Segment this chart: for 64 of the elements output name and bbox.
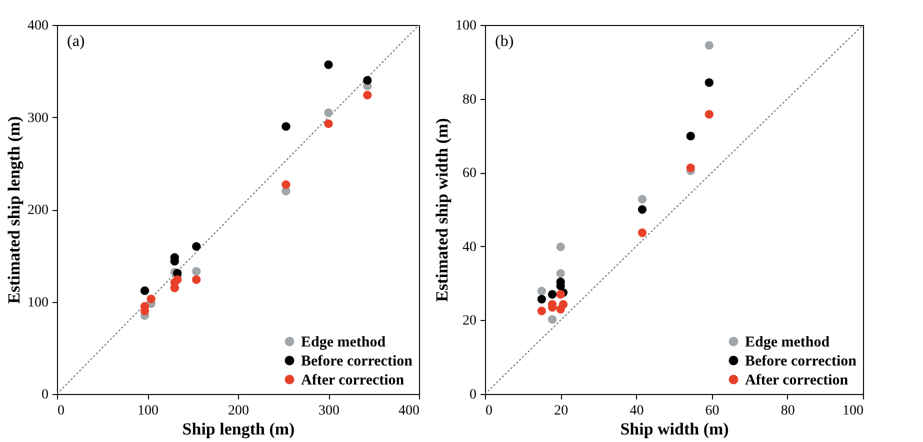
y-tick-label: 100 (28, 295, 48, 310)
point (146, 294, 156, 304)
point (324, 119, 333, 128)
x-tick-label: 80 (780, 404, 795, 418)
annotation: (a) (67, 33, 85, 50)
y-axis-title: Estimated ship width (m) (432, 118, 452, 302)
point (704, 78, 714, 87)
x-axis-title: Ship length (m) (182, 420, 295, 438)
point (192, 266, 201, 276)
x-tick-label: 40 (630, 404, 644, 418)
annotation: (b) (495, 33, 514, 50)
point (363, 76, 372, 85)
point (686, 132, 695, 140)
point (282, 180, 290, 189)
point (686, 163, 695, 172)
point (537, 306, 546, 316)
x-tick-label: 0 (58, 404, 64, 418)
y-tick-label: 300 (28, 110, 48, 126)
y-axis-title: Estimated ship length (m) (4, 116, 24, 304)
legend-label: Edge method (745, 334, 830, 350)
x-tick-label: 0 (486, 404, 492, 418)
x-tick-label: 20 (554, 404, 568, 418)
y-tick-label: 40 (462, 240, 476, 255)
point (556, 242, 565, 252)
y-tick-label: 100 (456, 18, 476, 34)
point (537, 286, 546, 296)
point (324, 108, 333, 117)
y-tick-label: 0 (42, 388, 48, 402)
point (704, 40, 714, 50)
legend-label: Before correction (745, 354, 858, 370)
point (556, 290, 565, 299)
y-tick-label: 80 (462, 92, 476, 108)
point (548, 315, 557, 324)
y-tick-label: 400 (28, 18, 48, 34)
legend-label: After correction (301, 372, 405, 388)
point (363, 90, 372, 100)
point (192, 242, 201, 251)
point (548, 290, 557, 299)
point (537, 294, 546, 304)
point (556, 269, 565, 278)
x-axis-title: Ship width (m) (620, 420, 729, 438)
x-tick-label: 300 (318, 404, 340, 418)
y-tick-label: 20 (462, 314, 476, 329)
x-tick-label: 100 (842, 404, 864, 418)
y-tick-label: 200 (28, 203, 48, 218)
y-tick-label: 0 (470, 388, 476, 402)
point (282, 122, 290, 131)
legend-label: After correction (745, 372, 849, 388)
x-tick-label: 60 (705, 404, 720, 418)
x-tick-label: 100 (138, 404, 158, 418)
point (324, 60, 333, 69)
point (638, 228, 647, 238)
point (638, 194, 647, 204)
x-tick-label: 400 (398, 404, 420, 418)
point (192, 275, 201, 284)
point (558, 300, 568, 309)
legend-label: Edge method (301, 334, 386, 350)
point (140, 286, 150, 295)
point (173, 275, 182, 284)
point (638, 205, 647, 214)
x-tick-label: 200 (228, 404, 249, 418)
legend-label: Before correction (301, 354, 414, 370)
point (704, 110, 714, 119)
y-tick-label: 60 (462, 166, 476, 182)
